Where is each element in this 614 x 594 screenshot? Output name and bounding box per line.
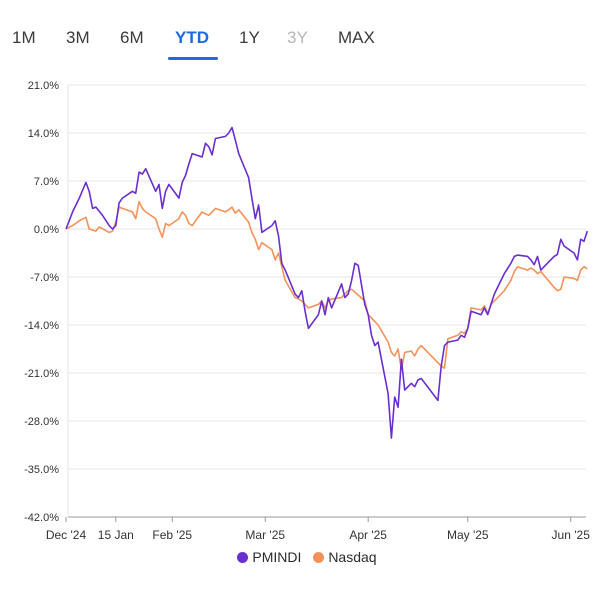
y-tick-label: -21.0%	[24, 368, 59, 380]
tab-3m[interactable]: 3M	[66, 28, 90, 47]
y-tick-label: 14.0%	[28, 128, 59, 140]
tab-max[interactable]: MAX	[338, 28, 375, 47]
y-tick-label: -7.0%	[30, 272, 59, 284]
series-line-nasdaq[interactable]	[65, 200, 588, 371]
y-tick-label: 7.0%	[34, 176, 59, 188]
y-tick-label: -14.0%	[24, 320, 59, 332]
x-tick-label: Dec '24	[46, 528, 87, 542]
y-axis-ticks: 21.0% 14.0% 7.0% 0.0% -7.0% -14.0% -21.0% -28.0…	[24, 80, 59, 524]
y-tick-label: -28.0%	[24, 416, 59, 428]
x-tick-label: Jun '25	[552, 528, 591, 542]
tab-6m[interactable]: 6M	[120, 28, 144, 47]
y-tick-label: 0.0%	[34, 224, 59, 236]
legend-swatch-nasdaq	[313, 551, 325, 563]
x-tick-label: 15 Jan	[98, 528, 134, 542]
x-tick-label: Apr '25	[349, 528, 387, 542]
legend-label-pmindi: PMINDI	[252, 549, 302, 565]
tab-ytd[interactable]: YTD	[175, 28, 209, 47]
legend-swatch-pmindi	[237, 551, 249, 563]
tab-3y: 3Y	[287, 28, 308, 47]
x-tick-label: Mar '25	[245, 528, 285, 542]
series-line-pmindi[interactable]	[65, 126, 589, 439]
tab-1y[interactable]: 1Y	[239, 28, 260, 47]
x-tick-label: May '25	[447, 528, 489, 542]
active-tab-indicator	[168, 57, 218, 60]
range-tabs: 1M 3M 6M YTD 1Y 3Y MAX	[0, 22, 614, 62]
legend-item-pmindi[interactable]: PMINDI	[237, 549, 301, 565]
x-axis: Dec '24 15 Jan Feb '25 Mar '25 Apr '25 May '2…	[46, 85, 590, 542]
y-tick-label: 21.0%	[28, 80, 59, 92]
x-tick-label: Feb '25	[152, 528, 192, 542]
series-lines	[65, 126, 589, 439]
y-tick-label: -35.0%	[24, 464, 59, 476]
legend-label-nasdaq: Nasdaq	[328, 549, 377, 565]
legend-item-nasdaq[interactable]: Nasdaq	[313, 549, 377, 565]
y-tick-label: -42.0%	[24, 512, 59, 524]
tab-1m[interactable]: 1M	[12, 28, 36, 47]
legend: PMINDI Nasdaq	[0, 549, 614, 566]
